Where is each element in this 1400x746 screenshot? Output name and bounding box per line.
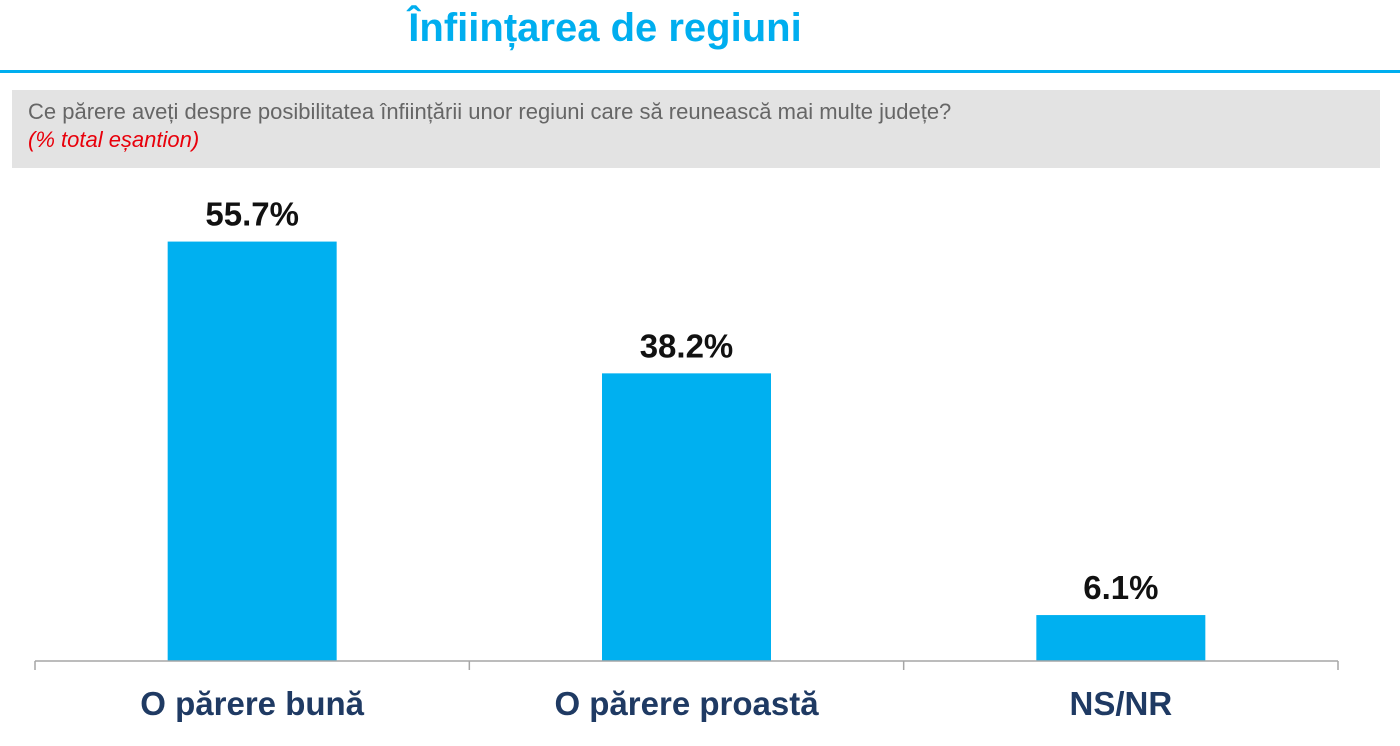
bar-3 bbox=[1036, 615, 1206, 661]
value-label-3: 6.1% bbox=[1083, 569, 1158, 606]
page-title: Înființarea de regiuni bbox=[408, 6, 802, 50]
bars-layer bbox=[167, 241, 1206, 662]
x-axis bbox=[34, 660, 1339, 670]
question-box: Ce părere aveți despre posibilitatea înf… bbox=[12, 90, 1380, 168]
bar-1 bbox=[167, 241, 337, 662]
category-label-2: O părere proastă bbox=[554, 685, 819, 722]
labels-layer: 55.7% O părere bună 38.2% O părere proastă 6… bbox=[140, 196, 1172, 722]
value-label-2: 38.2% bbox=[640, 327, 734, 364]
title-underline bbox=[0, 70, 1400, 73]
sample-note: (% total eșantion) bbox=[28, 127, 200, 152]
category-label-1: O părere bună bbox=[140, 685, 364, 722]
value-label-1: 55.7% bbox=[205, 196, 299, 233]
bar-2 bbox=[602, 373, 771, 661]
question-text: Ce părere aveți despre posibilitatea înf… bbox=[28, 99, 952, 124]
bar-chart: 55.7% O părere bună 38.2% O părere proastă 6… bbox=[34, 196, 1339, 722]
category-label-3: NS/NR bbox=[1069, 685, 1172, 722]
